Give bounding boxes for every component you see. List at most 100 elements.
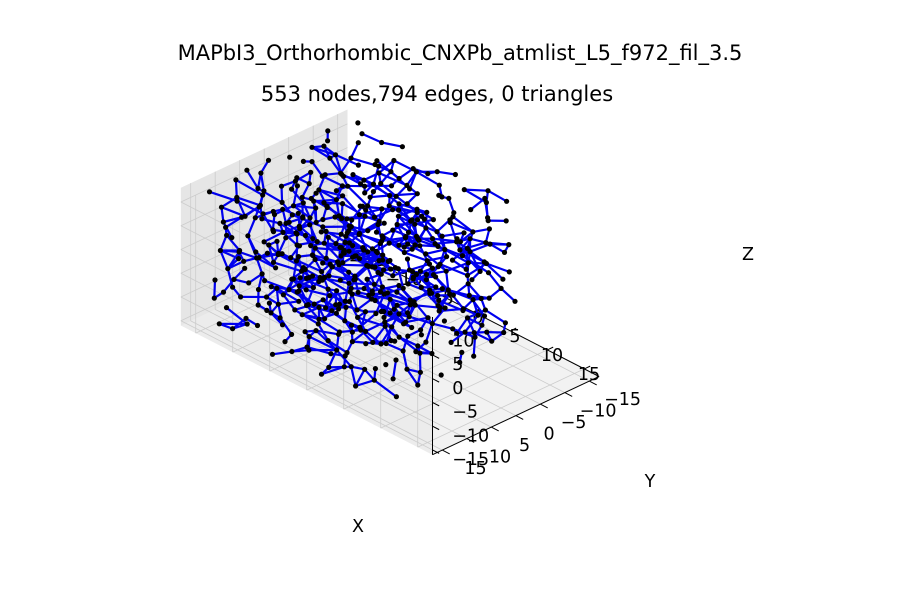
network-edge: [380, 236, 407, 243]
network-node: [410, 166, 416, 172]
network-node: [319, 173, 325, 179]
network-node: [482, 307, 488, 313]
network-node: [472, 334, 478, 340]
network-edge: [463, 314, 480, 334]
network-node: [390, 273, 396, 279]
network-node: [276, 250, 282, 256]
network-edge: [277, 303, 284, 326]
network-edge: [487, 271, 503, 290]
network-edge: [335, 198, 341, 217]
network-node: [500, 276, 506, 282]
network-node: [485, 215, 491, 221]
network-edge: [280, 185, 284, 204]
network-edge: [459, 230, 474, 243]
network-edge: [392, 358, 398, 380]
network-node: [372, 264, 378, 270]
network-node: [290, 276, 296, 282]
network-node: [498, 285, 504, 291]
network-edge: [397, 202, 412, 223]
network-node: [396, 311, 402, 317]
network-edge: [415, 170, 441, 187]
network-node: [302, 329, 308, 335]
network-node: [483, 240, 489, 246]
network-node: [313, 190, 319, 196]
network-node: [441, 318, 447, 324]
network-edge: [291, 213, 324, 228]
network-edge: [383, 311, 409, 324]
network-node: [365, 228, 371, 234]
network-node: [258, 170, 264, 176]
network-node: [444, 254, 450, 260]
network-node: [244, 321, 250, 327]
network-node: [294, 183, 300, 189]
network-node: [367, 194, 373, 200]
network-node: [254, 322, 261, 329]
network-edge: [225, 306, 249, 326]
network-node: [381, 314, 387, 320]
network-node: [465, 260, 471, 266]
network-node: [355, 314, 361, 320]
grid-line: [180, 194, 348, 274]
network-edge: [364, 321, 386, 333]
network-edge: [290, 346, 309, 353]
network-node: [463, 266, 469, 272]
network-edge: [388, 223, 399, 245]
network-node: [388, 169, 394, 175]
network-edge: [500, 287, 517, 303]
network-node: [380, 252, 386, 258]
network-node: [310, 236, 316, 242]
network-edge: [302, 201, 312, 219]
network-node: [350, 172, 356, 178]
network-node: [396, 175, 402, 182]
network-node: [414, 217, 421, 223]
chart-title: MAPbI3_Orthorhombic_CNXPb_atmlist_L5_f97…: [178, 41, 743, 66]
network-edge: [334, 153, 360, 167]
network-node: [390, 227, 396, 233]
network-edge: [445, 270, 450, 291]
y-tick-mark: [515, 415, 524, 420]
network-node: [484, 329, 490, 335]
network-edge: [397, 215, 418, 238]
network-node: [405, 333, 411, 339]
network-edge: [353, 264, 368, 278]
network-edge: [272, 261, 303, 273]
network-node: [481, 313, 488, 319]
network-node: [424, 209, 430, 215]
network-edge: [208, 190, 239, 203]
network-node: [396, 242, 402, 248]
network-edge: [488, 243, 510, 246]
network-node: [418, 284, 424, 291]
network-node: [383, 362, 389, 368]
network-edge: [420, 286, 440, 307]
network-edge: [292, 184, 299, 207]
network-node: [387, 257, 393, 264]
network-node: [343, 304, 349, 310]
network-edge: [339, 157, 353, 175]
network-node: [380, 235, 386, 241]
network-node: [469, 277, 475, 283]
z-tick-label: −15: [452, 450, 489, 470]
grid-line: [180, 123, 348, 203]
network-edge: [371, 284, 400, 293]
network-node: [225, 266, 231, 272]
network-edge: [450, 331, 467, 344]
network-edge: [377, 171, 408, 187]
network-node: [255, 185, 261, 191]
network-node: [387, 310, 393, 316]
network-node: [400, 285, 406, 291]
network-node: [386, 240, 392, 246]
network-node: [435, 303, 441, 309]
network-edge: [314, 329, 340, 336]
network-edge: [357, 291, 392, 301]
network-edge: [455, 316, 469, 335]
network-node: [482, 195, 488, 201]
network-node: [289, 348, 295, 355]
network-node: [418, 332, 424, 338]
network-edge: [396, 223, 409, 246]
network-node: [274, 238, 280, 244]
network-node: [382, 323, 388, 329]
network-node: [318, 371, 325, 377]
network-node: [223, 224, 229, 230]
network-node: [270, 259, 277, 265]
grid-line: [180, 320, 433, 451]
